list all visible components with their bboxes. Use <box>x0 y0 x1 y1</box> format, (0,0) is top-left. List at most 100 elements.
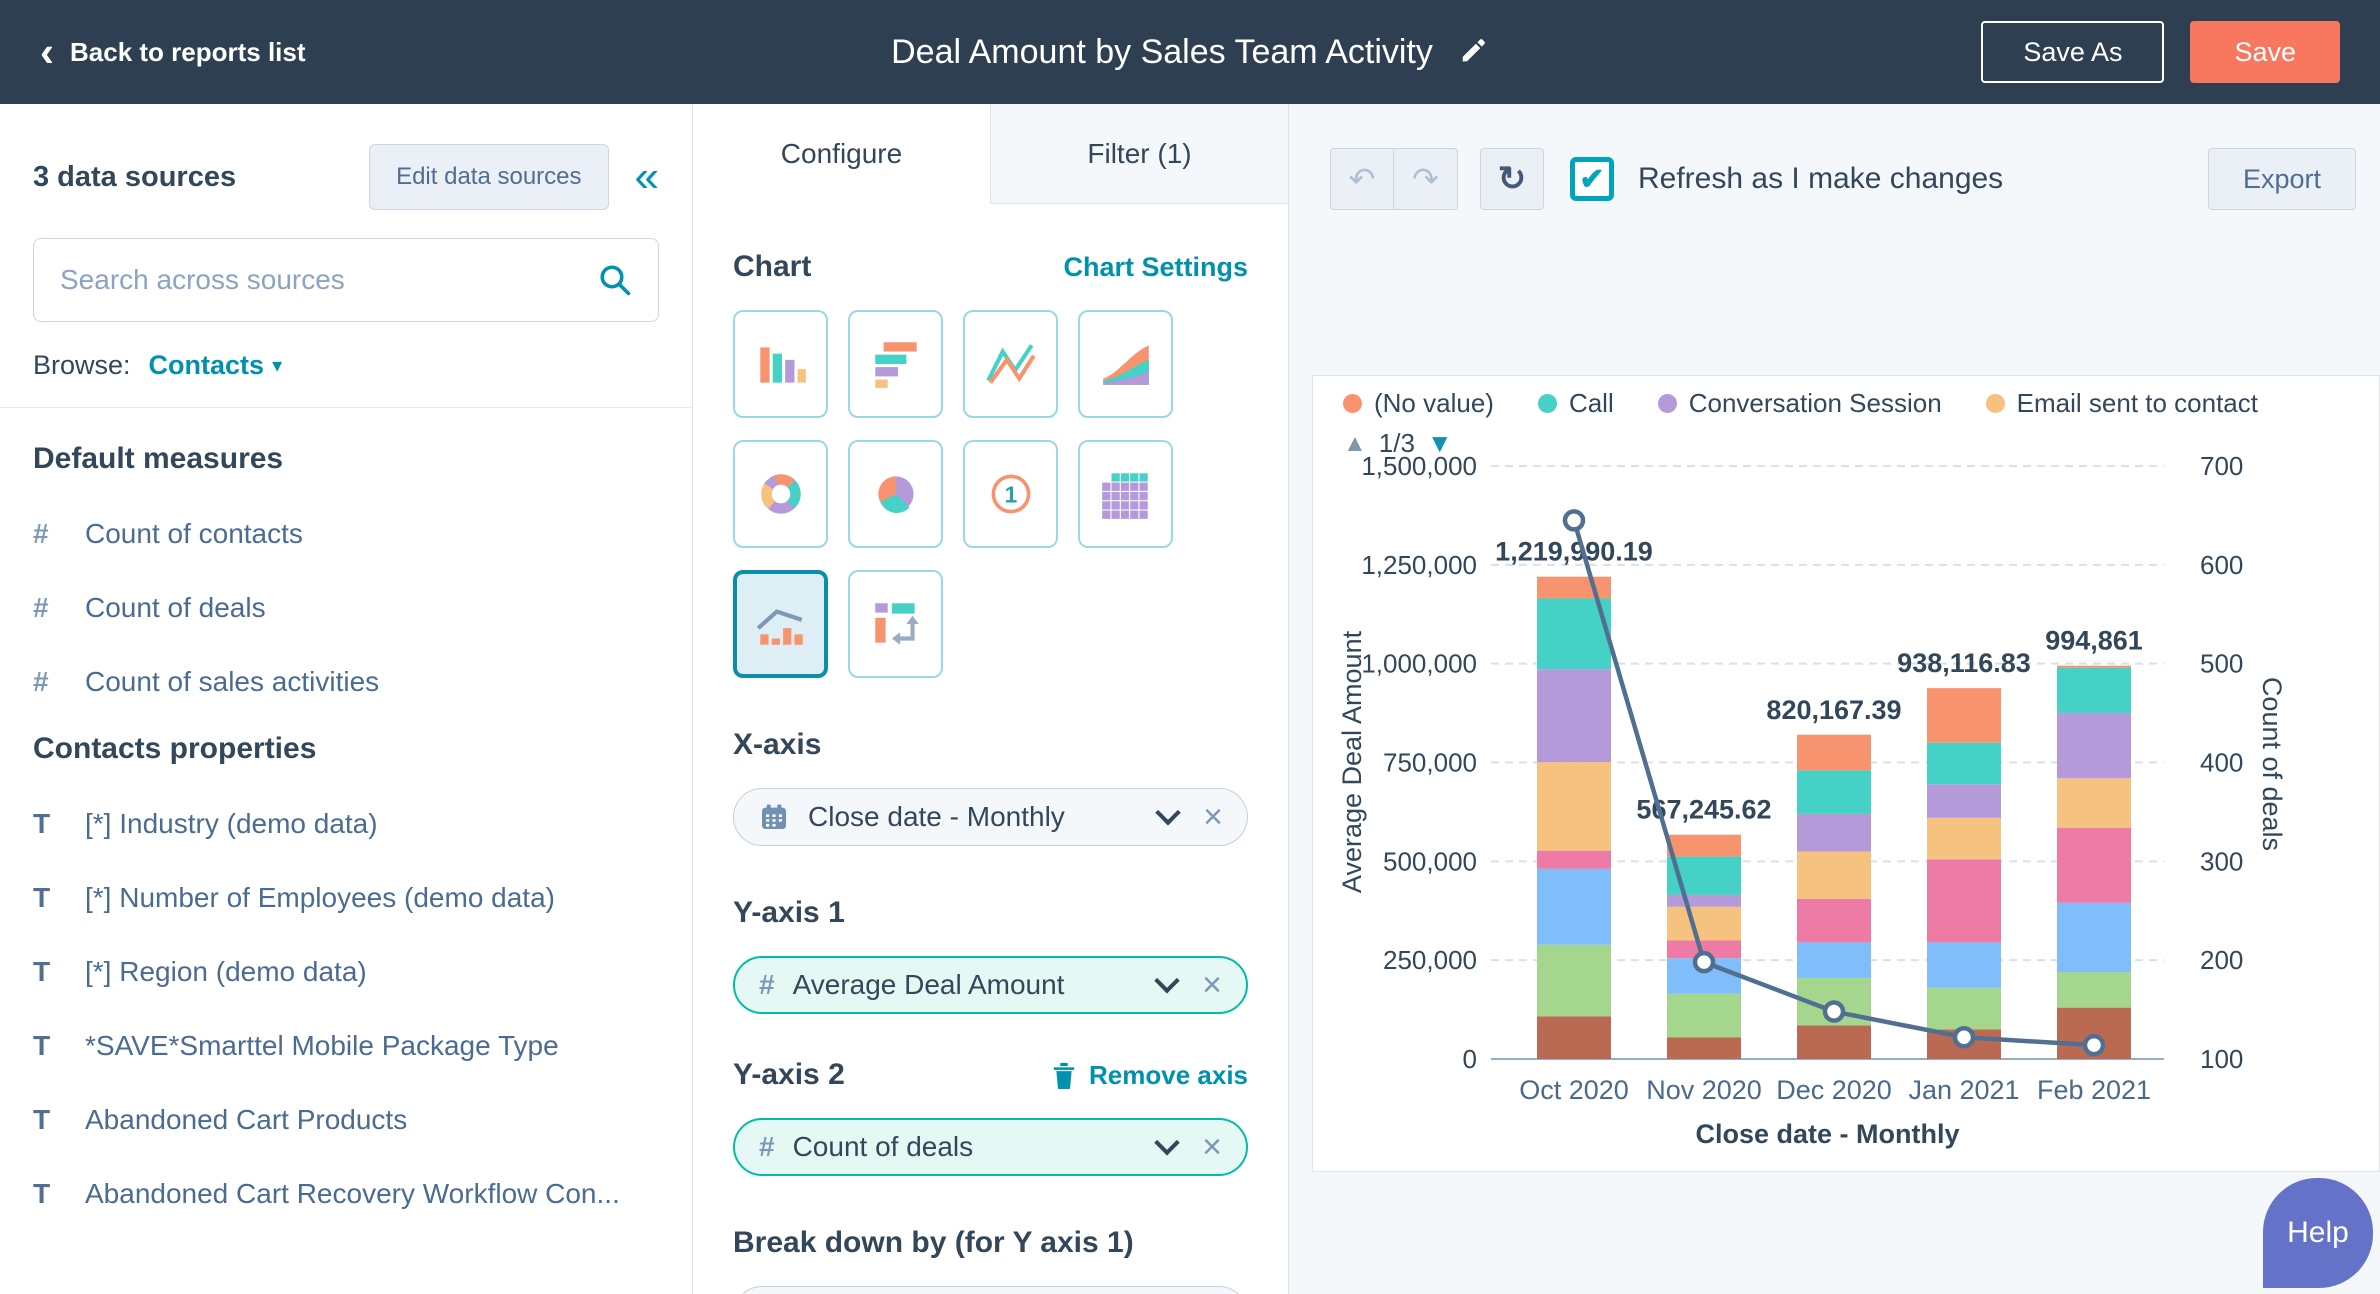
tab-configure[interactable]: Configure <box>693 104 991 204</box>
line-marker <box>1952 1026 1976 1049</box>
chart-type-horizontal-bar-chart[interactable] <box>848 310 943 418</box>
chevron-down-icon[interactable] <box>1154 1130 1180 1156</box>
legend-dot-icon <box>1657 394 1677 413</box>
chart-type-pie-chart[interactable] <box>848 440 943 548</box>
sidebar-section-heading: Default measures <box>33 442 284 475</box>
redo-icon: ↷ <box>1412 161 1439 197</box>
chart-card: (No value) Call Conversation Session Email … <box>1312 375 2380 1172</box>
y2-axis-title: Count of deals <box>2257 677 2287 851</box>
breakdown-field-pill[interactable]: T Activity type × <box>733 1286 1248 1294</box>
property-label: Abandoned Cart Recovery Workflow Con... <box>85 1178 620 1209</box>
remove-y-axis-2-icon[interactable]: × <box>1202 1128 1222 1166</box>
refresh-icon: ↻ <box>1497 160 1527 198</box>
remove-x-axis-icon[interactable]: × <box>1203 798 1223 836</box>
number-hash-icon: # <box>33 666 49 697</box>
chart-settings-link[interactable]: Chart Settings <box>1063 252 1248 282</box>
chart-type-donut-chart[interactable] <box>733 440 828 548</box>
x-axis-field-pill[interactable]: Close date - Monthly × <box>733 788 1248 846</box>
edit-title-pencil-icon[interactable] <box>1459 35 1489 70</box>
bar-segment <box>1927 987 2001 1030</box>
y2-tick-label: 200 <box>2200 945 2243 975</box>
bar-segment <box>1797 770 1871 814</box>
preview-area: ↶ ↷ ↻ ✔ Refresh as I make changes Export… <box>1290 104 2380 1294</box>
chart-legend: (No value) Call Conversation Session Email … <box>1343 388 2258 419</box>
property-list-item[interactable]: T Abandoned Cart Products <box>33 1104 659 1136</box>
y1-tick-label: 1,000,000 <box>1361 649 1477 679</box>
bar-total-label: 820,167.39 <box>1766 695 1901 725</box>
search-input[interactable] <box>33 238 659 322</box>
help-button[interactable]: Help <box>2263 1178 2373 1288</box>
undo-redo-group: ↶ ↷ <box>1330 148 1458 210</box>
legend-item[interactable]: Conversation Session <box>1657 388 1942 419</box>
number-hash-icon: # <box>33 592 49 623</box>
x-axis-label: X-axis <box>733 728 822 761</box>
legend-pager: ▲ 1/3 ▼ <box>1343 428 1453 459</box>
bar-segment <box>1797 813 1871 852</box>
browse-caret-icon: ▾ <box>272 355 283 377</box>
chevron-down-icon[interactable] <box>1154 968 1180 994</box>
property-list-item[interactable]: # Count of contacts <box>33 518 659 550</box>
property-label: [*] Industry (demo data) <box>85 808 378 839</box>
refresh-button[interactable]: ↻ <box>1480 148 1544 210</box>
edit-data-sources-button[interactable]: Edit data sources <box>369 144 609 210</box>
chevron-down-icon[interactable] <box>1155 800 1181 826</box>
property-label: *SAVE*Smarttel Mobile Package Type <box>85 1030 559 1061</box>
chart-type-column-chart[interactable] <box>733 310 828 418</box>
bar-segment <box>1927 688 2001 743</box>
collapse-sidebar-icon[interactable]: « <box>634 152 659 202</box>
y2-tick-label: 400 <box>2200 748 2243 778</box>
browse-object-dropdown[interactable]: Contacts <box>148 350 265 380</box>
y2-tick-label: 100 <box>2200 1044 2243 1074</box>
chart-type-area-chart[interactable] <box>1078 310 1173 418</box>
chart-type-pivot-table[interactable] <box>848 570 943 678</box>
y2-tick-label: 500 <box>2200 649 2243 679</box>
legend-page-up-icon[interactable]: ▲ <box>1343 429 1367 457</box>
legend-page-down-icon[interactable]: ▼ <box>1426 428 1453 458</box>
report-title[interactable]: Deal Amount by Sales Team Activity <box>891 32 1433 71</box>
tab-filter[interactable]: Filter (1) <box>991 104 1288 204</box>
y-axis-1-field-pill[interactable]: # Average Deal Amount × <box>733 956 1248 1014</box>
x-axis-label-row: X-axis <box>733 728 1248 762</box>
legend-item[interactable]: Email sent to contact <box>1985 388 2258 419</box>
property-list-item[interactable]: # Count of sales activities <box>33 666 659 698</box>
property-list-item[interactable]: T [*] Region (demo data) <box>33 956 659 988</box>
line-marker <box>1822 1000 1846 1023</box>
chart-type-line-chart[interactable] <box>963 310 1058 418</box>
property-list-item[interactable]: T *SAVE*Smarttel Mobile Package Type <box>33 1030 659 1062</box>
legend-item[interactable]: (No value) <box>1343 388 1494 419</box>
save-as-button[interactable]: Save As <box>1981 21 2165 83</box>
back-to-reports-link[interactable]: ‹ Back to reports list <box>40 31 306 72</box>
remove-y-axis-1-icon[interactable]: × <box>1202 966 1222 1004</box>
chart-type-combo-chart[interactable] <box>733 570 828 678</box>
y-axis-2-field-pill[interactable]: # Count of deals × <box>733 1118 1248 1176</box>
remove-axis-label: Remove axis <box>1089 1059 1248 1090</box>
export-button[interactable]: Export <box>2207 148 2356 210</box>
bar-segment <box>1927 817 2001 860</box>
text-type-icon: T <box>33 882 51 913</box>
legend-item[interactable]: Call <box>1537 388 1614 419</box>
property-list-item[interactable]: T Abandoned Cart Recovery Workflow Con... <box>33 1178 659 1210</box>
save-button[interactable]: Save <box>2190 21 2340 83</box>
undo-button[interactable]: ↶ <box>1330 148 1394 210</box>
property-list-item[interactable]: T [*] Industry (demo data) <box>33 808 659 840</box>
property-label: Abandoned Cart Products <box>85 1104 408 1135</box>
number-hash-icon: # <box>759 969 775 1000</box>
chart-type-table[interactable] <box>1078 440 1173 548</box>
bar-segment <box>1927 942 2001 988</box>
chart-toolbar: ↶ ↷ ↻ ✔ Refresh as I make changes Export <box>1330 148 2356 210</box>
bar-total-label: 938,116.83 <box>1897 648 2031 678</box>
bar-segment <box>1797 898 1871 943</box>
y1-axis-title: Average Deal Amount <box>1337 630 1367 893</box>
bar-segment <box>1667 993 1741 1038</box>
chart-type-kpi-single-value[interactable]: 1 <box>963 440 1058 548</box>
property-list-item[interactable]: T [*] Number of Employees (demo data) <box>33 882 659 914</box>
refresh-as-changes-checkbox[interactable]: ✔ <box>1570 157 1614 201</box>
bar-segment <box>1667 906 1741 941</box>
property-list-item[interactable]: # Count of deals <box>33 592 659 624</box>
redo-button[interactable]: ↷ <box>1394 148 1458 210</box>
legend-label: (No value) <box>1374 388 1494 418</box>
x-tick-label: Feb 2021 <box>2037 1075 2151 1105</box>
sidebar-divider <box>0 407 692 408</box>
remove-axis-link[interactable]: Remove axis <box>1051 1060 1248 1091</box>
